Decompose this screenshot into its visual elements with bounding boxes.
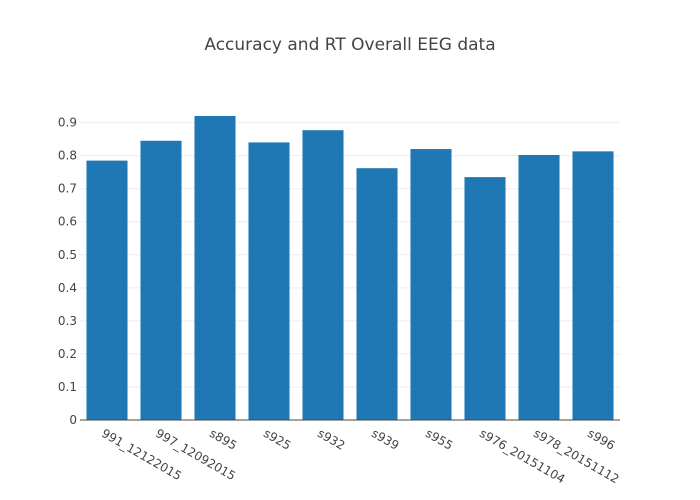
x-tick-label: s939: [369, 426, 401, 453]
y-tick-label: 0.3: [58, 314, 77, 328]
y-tick-label: 0.9: [58, 116, 77, 130]
bar-991_12122015[interactable]: [86, 160, 128, 420]
y-tick-label: 0.2: [58, 347, 77, 361]
bar-s895[interactable]: [194, 116, 236, 420]
y-tick-label: 0: [69, 413, 77, 427]
y-tick-label: 0.8: [58, 149, 77, 163]
bar-s996[interactable]: [572, 151, 614, 421]
bar-s955[interactable]: [410, 149, 452, 421]
chart-title: Accuracy and RT Overall EEG data: [204, 35, 495, 55]
bar-s925[interactable]: [248, 142, 290, 420]
x-tick-label: s996: [585, 426, 617, 453]
x-tick-label: s895: [207, 426, 239, 453]
y-tick-label: 0.6: [58, 215, 77, 229]
y-axis-ticks: 0 0.1 0.2 0.3 0.4 0.5 0.6 0.7 0.8 0.9: [58, 116, 77, 427]
y-tick-label: 0.5: [58, 248, 77, 262]
bars: [86, 116, 614, 421]
bar-997_12092015[interactable]: [140, 140, 182, 421]
x-tick-label: s955: [423, 426, 455, 453]
y-tick-label: 0.4: [58, 281, 77, 295]
y-tick-label: 0.7: [58, 182, 77, 196]
x-tick-label: s932: [315, 426, 347, 453]
y-tick-label: 0.1: [58, 380, 77, 394]
bar-s939[interactable]: [356, 168, 398, 420]
x-tick-label: s925: [261, 426, 293, 453]
bar-s978_20151112[interactable]: [518, 154, 560, 420]
bar-s932[interactable]: [302, 130, 344, 421]
bar-s976_20151104[interactable]: [464, 177, 506, 420]
